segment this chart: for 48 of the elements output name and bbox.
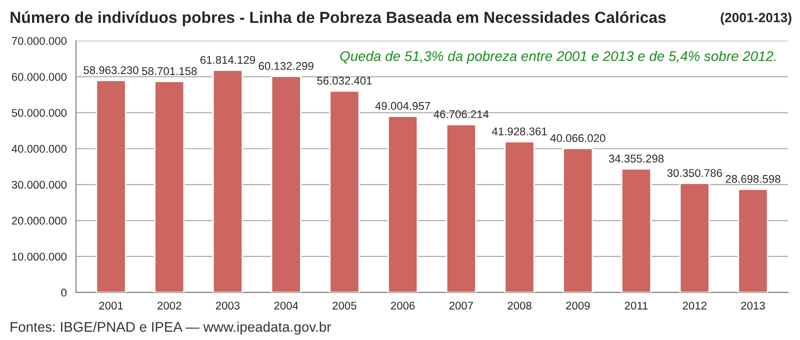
x-tick-label: 2012 bbox=[682, 302, 706, 310]
y-tick-label: 20.000.000 bbox=[12, 216, 67, 225]
x-tick-label: 2001 bbox=[99, 302, 123, 310]
data-label: 41.928.361 bbox=[492, 127, 547, 136]
x-tick-label: 2006 bbox=[391, 302, 415, 310]
bar bbox=[212, 70, 244, 292]
bar bbox=[504, 141, 535, 292]
x-tick-label: 2002 bbox=[158, 302, 182, 310]
data-label: 46.706.214 bbox=[434, 110, 489, 118]
x-tick-label: 2008 bbox=[508, 302, 532, 310]
y-tick-label: 60.000.000 bbox=[12, 73, 67, 81]
x-tick-label: 2013 bbox=[741, 302, 765, 310]
bar bbox=[620, 168, 652, 292]
data-label: 58.963.230 bbox=[84, 66, 138, 74]
bar bbox=[270, 76, 302, 292]
data-label: 30.350.786 bbox=[667, 169, 722, 177]
data-label: 40.066.020 bbox=[550, 134, 606, 142]
data-label: 28.698.598 bbox=[726, 175, 780, 183]
y-tick-label: 0 bbox=[61, 288, 67, 297]
data-label: 58.701.158 bbox=[142, 67, 197, 76]
y-tick-label: 50.000.000 bbox=[12, 108, 67, 117]
chart-title: Número de indivíduos pobres - Linha de Pobreza Baseada em Necessidades Calóricas bbox=[10, 11, 666, 26]
x-tick-label: 2009 bbox=[566, 302, 590, 310]
data-label: 56.032.401 bbox=[317, 76, 372, 85]
data-label: 34.355.298 bbox=[608, 154, 664, 163]
x-tick-label: 2003 bbox=[216, 302, 240, 310]
data-label: 60.132.299 bbox=[258, 62, 314, 70]
bar bbox=[446, 124, 476, 292]
bar bbox=[154, 80, 185, 292]
x-tick-label: 2005 bbox=[332, 302, 356, 310]
x-tick-label: 2011 bbox=[624, 302, 648, 310]
chart-subtitle: (2001-2013) bbox=[720, 12, 792, 25]
data-label: 49.004.957 bbox=[375, 102, 430, 110]
y-tick-label: 30.000.000 bbox=[12, 180, 67, 189]
y-tick-label: 70.000.000 bbox=[12, 37, 67, 45]
data-label: 61.814.129 bbox=[200, 56, 256, 64]
bar bbox=[388, 116, 418, 292]
bar bbox=[738, 188, 768, 292]
bar bbox=[96, 80, 126, 292]
y-tick-label: 10.000.000 bbox=[12, 252, 67, 261]
bar bbox=[679, 182, 710, 292]
x-tick-label: 2007 bbox=[449, 302, 473, 310]
x-tick-label: 2004 bbox=[274, 302, 298, 310]
bar bbox=[562, 148, 594, 292]
bar bbox=[329, 90, 360, 292]
annotation: Queda de 51,3% da pobreza entre 2001 e 2013 e de 5,4% sobre 2012. bbox=[340, 50, 776, 64]
y-tick-label: 40.000.000 bbox=[12, 144, 67, 153]
text: Fontes: IBGE/PNAD e IPEA — www.ipeadata.gov.br bbox=[10, 322, 332, 335]
